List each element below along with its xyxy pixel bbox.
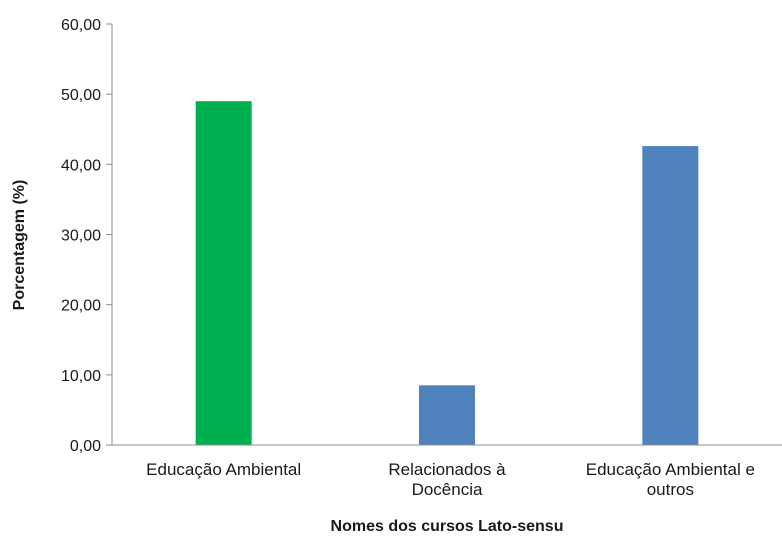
y-tick-label: 60,00	[61, 17, 101, 34]
x-category-label: Educação Ambiental e outros	[586, 460, 755, 499]
y-tick-label: 20,00	[61, 298, 101, 315]
bars	[195, 101, 699, 445]
y-axis-ticks: 0,00 10,00 20,00 30,00 40,00 50,00 60,00	[61, 17, 112, 455]
y-tick-label: 40,00	[61, 157, 101, 174]
x-axis-category-labels: Educação Ambiental Relacionados à Docência…	[146, 460, 755, 499]
x-category-label: Relacionados à Docência	[388, 460, 506, 499]
y-tick-label: 50,00	[61, 87, 101, 104]
x-axis-title: Nomes dos cursos Lato-sensu	[331, 518, 564, 535]
bar-3	[642, 146, 699, 445]
y-axis-title: Porcentagem (%)	[11, 180, 28, 311]
bar-2	[419, 385, 475, 445]
y-tick-label: 0,00	[70, 438, 101, 455]
y-tick-label: 10,00	[61, 368, 101, 385]
x-category-label: Educação Ambiental	[146, 460, 301, 479]
y-tick-label: 30,00	[61, 228, 101, 245]
bar-1	[195, 101, 252, 445]
